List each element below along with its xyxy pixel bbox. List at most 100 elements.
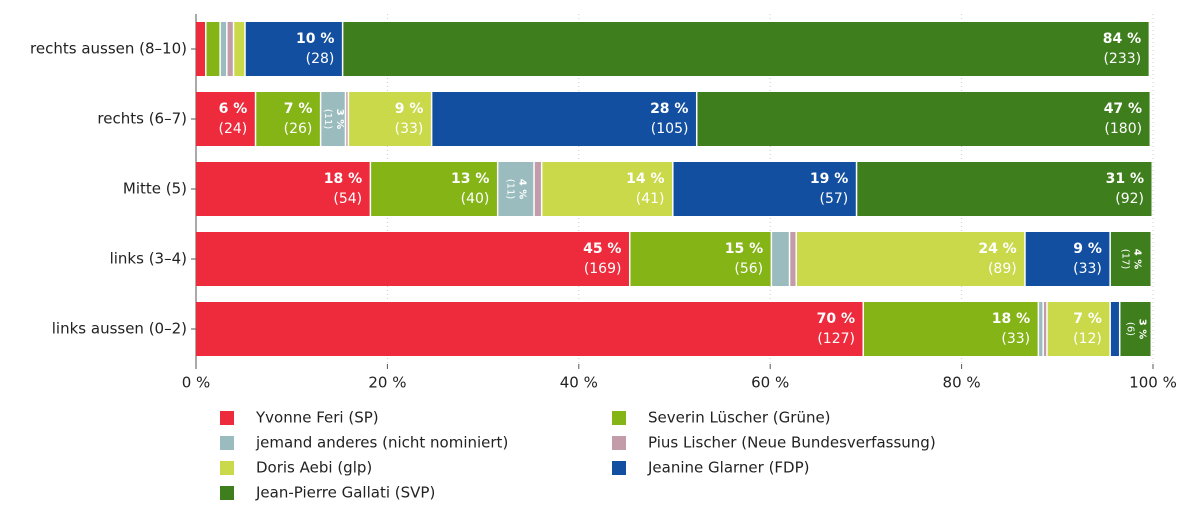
bar-segment: [196, 92, 255, 146]
bar-segment: [863, 302, 1038, 356]
value-label: 6 %: [219, 101, 248, 117]
count-label: (127): [817, 331, 855, 347]
bar-segment: [857, 162, 1152, 216]
bar-segment: [196, 302, 863, 356]
bar-segment: [196, 162, 370, 216]
value-label: 4 %: [1131, 249, 1142, 269]
legend-swatch: [612, 436, 626, 450]
legend-swatch: [220, 461, 234, 475]
bar-segment: [673, 162, 856, 216]
bar-segment: [697, 92, 1150, 146]
bar-segment: [796, 232, 1025, 286]
bar-segment: [1025, 232, 1110, 286]
legend-label: Jeanine Glarner (FDP): [647, 459, 810, 477]
legend-swatch: [220, 436, 234, 450]
value-label: 31 %: [1106, 171, 1144, 187]
value-label: 13 %: [451, 171, 489, 187]
x-tick-label: 80 %: [943, 374, 981, 392]
bar-segment: [432, 92, 696, 146]
x-tick-label: 60 %: [751, 374, 789, 392]
value-label: 18 %: [324, 171, 362, 187]
x-tick-label: 20 %: [368, 374, 406, 392]
value-label: 47 %: [1104, 101, 1142, 117]
bar-segment: [1039, 302, 1043, 356]
label-group: 3 %(6): [1124, 319, 1147, 339]
count-label: (180): [1104, 121, 1142, 137]
count-label: (12): [1073, 331, 1102, 347]
value-label: 19 %: [810, 171, 848, 187]
bar-segment: [220, 22, 227, 76]
count-label: (11): [505, 179, 516, 200]
value-label: 24 %: [978, 241, 1016, 257]
legend-label: Pius Lischer (Neue Bundesverfassung): [648, 434, 936, 452]
value-label: 14 %: [626, 171, 664, 187]
count-label: (92): [1115, 191, 1144, 207]
bar-segment: [245, 22, 342, 76]
value-label: 15 %: [725, 241, 763, 257]
label-group: 4 %(11): [505, 179, 528, 200]
count-label: (33): [1073, 261, 1102, 277]
value-label: 7 %: [284, 101, 313, 117]
bar-segment: [534, 162, 541, 216]
count-label: (17): [1119, 249, 1130, 270]
bar-segment: [542, 162, 673, 216]
bar-segment: [790, 232, 796, 286]
bar-segment: [349, 92, 431, 146]
x-tick-label: 0 %: [182, 374, 211, 392]
bar-segment: [227, 22, 233, 76]
value-label: 45 %: [583, 241, 621, 257]
count-label: (169): [584, 261, 622, 277]
count-label: (33): [1001, 331, 1030, 347]
value-label: 3 %: [334, 109, 345, 129]
legend-label: Jean-Pierre Gallati (SVP): [255, 484, 435, 502]
bar-segment: [256, 92, 320, 146]
legend-label: jemand anderes (nicht nominiert): [255, 434, 508, 452]
y-tick-label: rechts (6–7): [97, 110, 187, 128]
count-label: (26): [284, 121, 313, 137]
count-label: (233): [1103, 51, 1141, 67]
count-label: (24): [219, 121, 248, 137]
bar-segment: [343, 22, 1149, 76]
x-tick-label: 100 %: [1129, 374, 1177, 392]
y-tick-label: rechts aussen (8–10): [30, 40, 187, 58]
value-label: 4 %: [517, 179, 528, 199]
value-label: 9 %: [395, 101, 424, 117]
count-label: (6): [1124, 322, 1135, 336]
legend-swatch: [612, 411, 626, 425]
bar-segment: [1047, 302, 1110, 356]
x-tick-label: 40 %: [560, 374, 598, 392]
count-label: (105): [651, 121, 689, 137]
value-label: 3 %: [1136, 319, 1147, 339]
y-tick-label: links aussen (0–2): [52, 320, 187, 338]
bar-segment: [346, 92, 348, 146]
value-label: 7 %: [1073, 311, 1102, 327]
bar-segment: [371, 162, 497, 216]
count-label: (57): [820, 191, 849, 207]
bar-segment: [196, 22, 206, 76]
value-label: 10 %: [296, 31, 334, 47]
bar-segment: [1110, 232, 1151, 286]
bar-segment: [1120, 302, 1151, 356]
legend-swatch: [220, 411, 234, 425]
count-label: (54): [333, 191, 362, 207]
count-label: (41): [636, 191, 665, 207]
value-label: 28 %: [650, 101, 688, 117]
y-tick-label: Mitte (5): [123, 180, 187, 198]
count-label: (28): [306, 51, 335, 67]
bar-segment: [234, 22, 245, 76]
bar-segment: [321, 92, 345, 146]
bar-segment: [206, 22, 220, 76]
value-label: 9 %: [1073, 241, 1102, 257]
bar-segment: [498, 162, 534, 216]
bar-segment: [1043, 302, 1047, 356]
value-label: 84 %: [1103, 31, 1141, 47]
bar-segment: [1110, 302, 1119, 356]
legend-swatch: [612, 461, 626, 475]
count-label: (11): [322, 109, 333, 130]
bar-segment: [630, 232, 771, 286]
bar-segment: [196, 232, 629, 286]
legend-label: Doris Aebi (glp): [256, 459, 372, 477]
count-label: (56): [734, 261, 763, 277]
count-label: (40): [461, 191, 490, 207]
